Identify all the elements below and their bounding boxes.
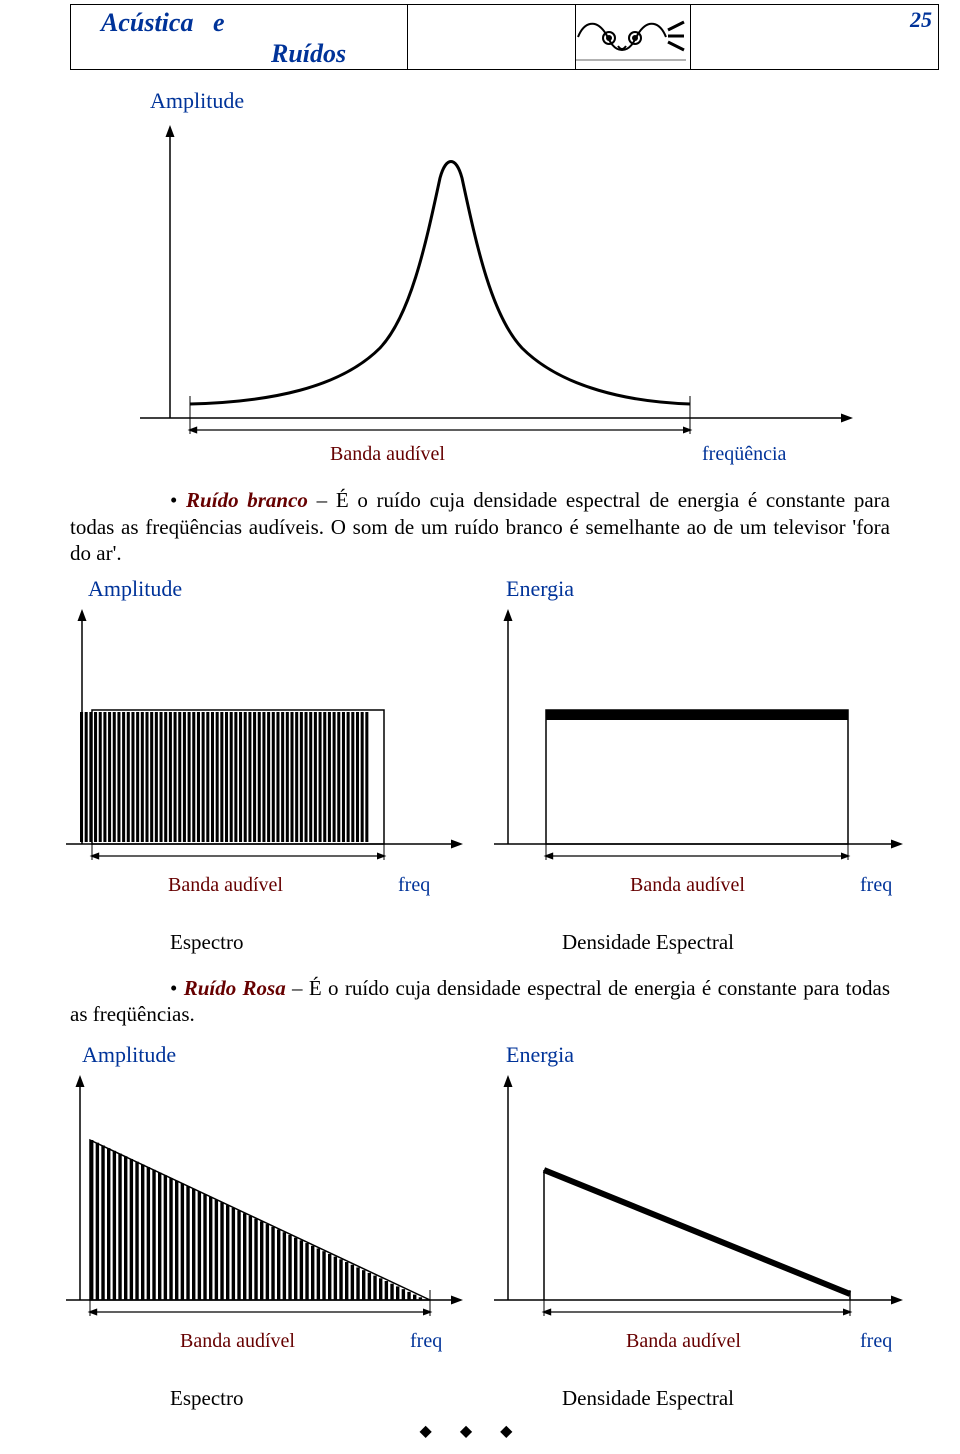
fig2r-ylabel: Energia [506,576,910,602]
title-word2: Ruídos [73,39,346,68]
para2-lead: Ruído Rosa [184,976,286,1000]
fig2l-caption: Espectro [170,930,470,955]
fig1-band-label: Banda audível [330,443,445,466]
fig2l-freq: freq [398,874,430,897]
page-number: 25 [691,5,938,35]
section-divider: ◆◆◆ [0,1421,960,1441]
para1-lead: Ruído branco [186,488,308,512]
page-header: Acústica e Ruídos 25 [70,4,939,70]
fig2-left-chart [60,602,470,877]
fig1-ylabel: Amplitude [150,88,890,114]
fig3l-band: Banda audível [180,1330,295,1353]
fig2l-band: Banda audível [168,874,283,897]
fig3l-ylabel: Amplitude [82,1042,470,1068]
fig2r-freq: freq [860,874,892,897]
title-word1: Acústica [101,8,193,37]
paragraph-ruido-rosa: • Ruído Rosa – É o ruído cuja densidade … [70,975,890,1028]
fig2l-ylabel: Amplitude [88,576,470,602]
fig3r-band: Banda audível [626,1330,741,1353]
fig2r-band: Banda audível [630,874,745,897]
doc-title: Acústica e Ruídos [73,7,405,69]
fig3-left-chart [60,1068,470,1333]
fig2-right-chart [490,602,910,877]
fig2r-caption: Densidade Espectral [562,930,910,955]
fig3r-ylabel: Energia [506,1042,910,1068]
fig3l-freq: freq [410,1330,442,1353]
fig3-right-chart [490,1068,910,1333]
fig1-freq-label: freqüência [702,443,786,466]
paragraph-ruido-branco: • Ruído branco – É o ruído cuja densidad… [70,487,890,566]
fig1-chart [110,118,870,448]
face-icon [576,12,686,62]
fig3r-freq: freq [860,1330,892,1353]
fig3l-caption: Espectro [170,1386,470,1411]
fig3r-caption: Densidade Espectral [562,1386,910,1411]
title-connector: e [213,8,225,37]
